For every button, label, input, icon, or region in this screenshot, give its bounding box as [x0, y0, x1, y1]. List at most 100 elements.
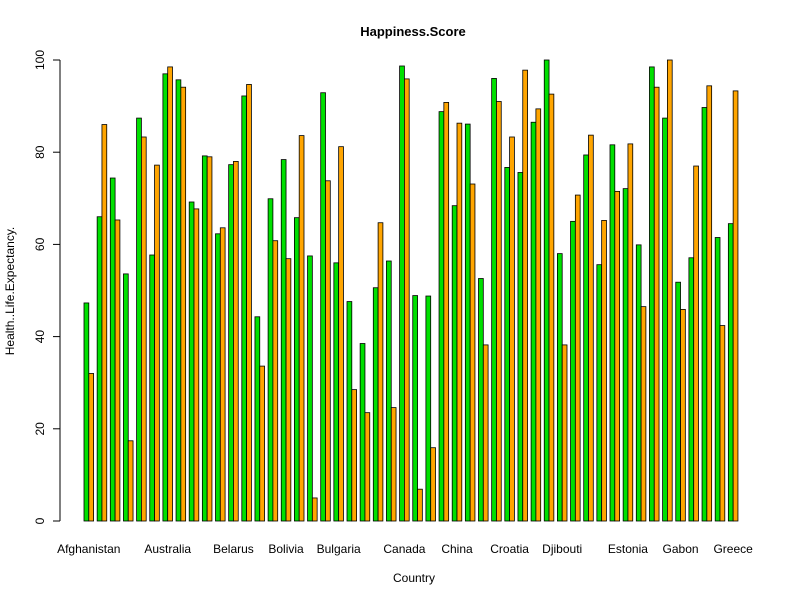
- bar-series1: [491, 78, 497, 522]
- bar-series2: [653, 86, 660, 522]
- bar-series2: [430, 447, 436, 522]
- bar-series2: [588, 134, 594, 522]
- bar-series1: [83, 302, 90, 522]
- bar-series1: [583, 154, 589, 522]
- bar-series2: [364, 412, 371, 522]
- bar-series1: [201, 155, 208, 522]
- x-tick-label: Croatia: [490, 542, 529, 556]
- bar-series2: [469, 183, 476, 522]
- bar-series1: [123, 273, 129, 522]
- bar-series2: [417, 488, 423, 522]
- x-tick-label: Djibouti: [542, 542, 582, 556]
- bar-series2: [233, 161, 239, 522]
- y-tick-label: 40: [33, 330, 47, 344]
- bar-series1: [241, 95, 248, 522]
- bar-series2: [127, 440, 134, 522]
- bar-series2: [509, 136, 515, 522]
- bar-series2: [311, 497, 318, 522]
- bar-series2: [246, 84, 252, 522]
- x-axis-label: Country: [393, 571, 435, 585]
- bar-series1: [622, 188, 629, 522]
- bar-series1: [635, 244, 642, 522]
- bar-series1: [399, 65, 405, 522]
- y-tick-label: 20: [33, 422, 47, 436]
- bar-series2: [403, 78, 410, 522]
- bar-series1: [307, 255, 313, 522]
- bar-series1: [372, 287, 379, 522]
- chart-title: Happiness.Score: [360, 24, 466, 39]
- bar-series2: [680, 308, 686, 522]
- bar-series1: [254, 316, 261, 522]
- bar-series1: [175, 79, 182, 522]
- bar-series2: [259, 365, 265, 522]
- bar-series1: [478, 278, 484, 522]
- bar-series2: [732, 90, 739, 522]
- bar-series2: [338, 146, 344, 522]
- bar-series2: [561, 344, 568, 522]
- bar-series1: [438, 111, 445, 522]
- bar-series1: [662, 117, 668, 522]
- bar-series2: [719, 325, 726, 522]
- y-tick-label: 0: [33, 517, 47, 524]
- bar-series1: [333, 262, 340, 522]
- y-axis-label: Health..Life.Expectancy.: [3, 227, 17, 356]
- bar-series2: [496, 101, 502, 522]
- bar-series1: [228, 164, 234, 522]
- bar-series2: [285, 258, 292, 522]
- y-axis: 0 20 40 60 80 100: [33, 50, 61, 524]
- bar-series2: [88, 373, 95, 522]
- bar-series1: [504, 167, 510, 522]
- bar-series1: [557, 253, 563, 522]
- bar-series1: [346, 301, 353, 522]
- x-tick-label: Gabon: [663, 542, 699, 556]
- x-tick-label: Bulgaria: [317, 542, 361, 556]
- bar-series2: [614, 190, 620, 522]
- y-tick-label: 80: [33, 145, 47, 159]
- bar-series1: [359, 343, 366, 522]
- bar-series1: [649, 66, 655, 522]
- bar-series1: [570, 220, 576, 522]
- bar-series2: [456, 122, 463, 522]
- x-tick-label: Bolivia: [268, 542, 304, 556]
- bar-series2: [325, 180, 331, 522]
- bar-series2: [640, 306, 647, 522]
- bar-series1: [543, 59, 550, 522]
- bar-series1: [188, 201, 195, 522]
- bar-series1: [109, 177, 116, 522]
- bar-series1: [517, 172, 524, 522]
- bar-series1: [464, 123, 471, 522]
- bar-series1: [215, 233, 221, 522]
- bar-series2: [693, 165, 699, 522]
- bar-series1: [267, 198, 274, 522]
- bar-series2: [601, 220, 607, 522]
- bar-series1: [609, 144, 616, 522]
- bar-series1: [280, 159, 287, 522]
- bar-series1: [136, 117, 142, 522]
- bar-series2: [167, 66, 173, 522]
- bar-series2: [535, 108, 542, 522]
- bar-series1: [727, 223, 734, 522]
- y-tick-label: 100: [33, 50, 47, 70]
- bars-group: [83, 59, 739, 522]
- x-tick-label: Afghanistan: [57, 542, 120, 556]
- bar-series2: [140, 136, 147, 522]
- bar-series2: [706, 85, 713, 522]
- bar-series1: [149, 254, 155, 522]
- bar-series2: [298, 135, 305, 522]
- x-tick-label: Australia: [144, 542, 191, 556]
- bar-series1: [412, 295, 418, 522]
- bar-series2: [351, 389, 357, 522]
- bar-series1: [386, 260, 392, 522]
- bar-series1: [162, 73, 169, 522]
- bar-series1: [293, 217, 300, 522]
- x-tick-label: Greece: [713, 542, 753, 556]
- bar-series2: [101, 124, 108, 522]
- x-tick-label: Canada: [383, 542, 425, 556]
- bar-series2: [627, 143, 634, 522]
- bar-series2: [667, 59, 673, 522]
- bar-series1: [320, 92, 326, 522]
- bar-series1: [596, 264, 603, 522]
- bar-series2: [443, 102, 450, 522]
- bar-series2: [114, 219, 121, 522]
